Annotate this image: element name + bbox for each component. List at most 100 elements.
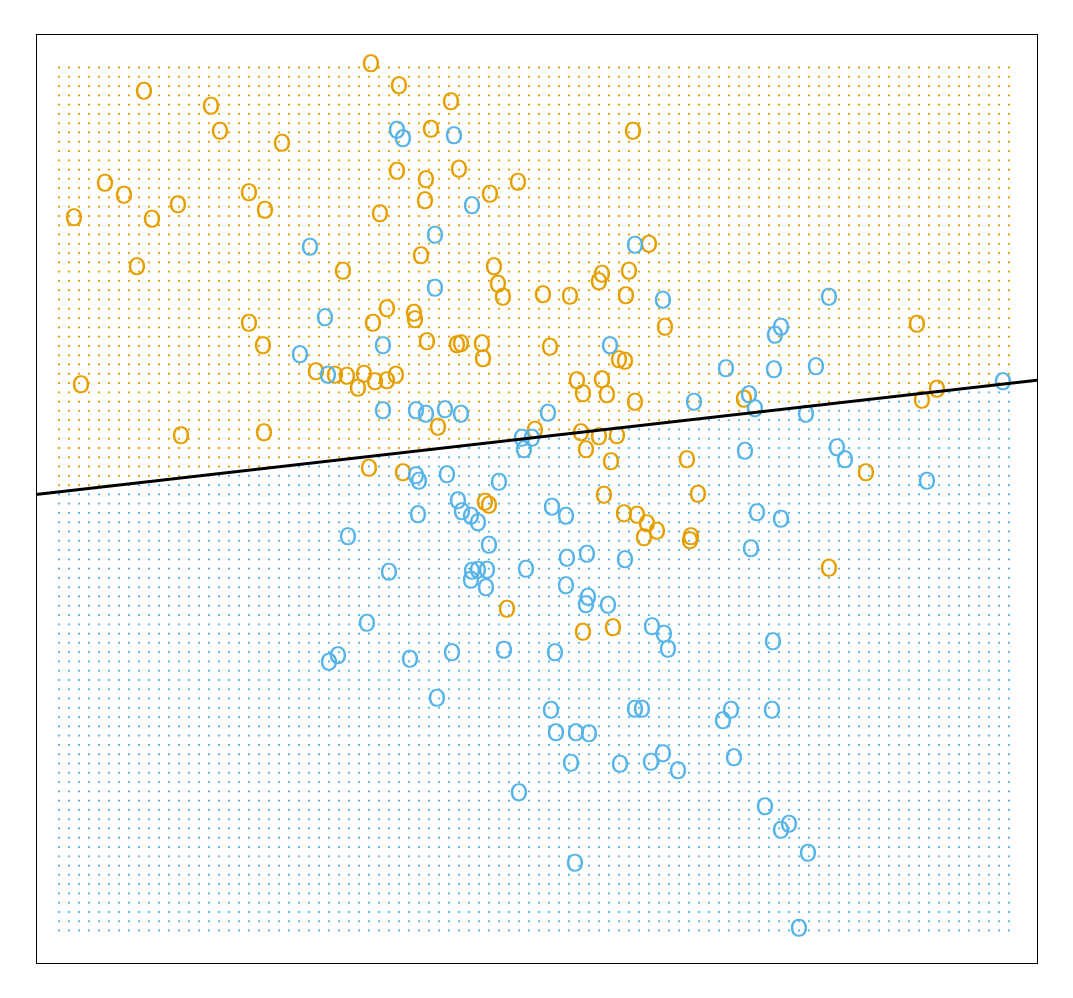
- grid-dot: [477, 159, 481, 162]
- grid-dot: [177, 716, 181, 719]
- grid-dot: [227, 289, 231, 292]
- grid-dot: [167, 437, 171, 440]
- grid-dot: [67, 316, 71, 320]
- grid-dot: [317, 920, 321, 923]
- grid-dot: [387, 688, 391, 691]
- grid-dot: [387, 697, 391, 700]
- grid-dot: [277, 743, 281, 747]
- grid-dot: [117, 196, 121, 199]
- grid-dot: [477, 539, 481, 542]
- grid-dot: [447, 261, 451, 264]
- grid-dot: [377, 409, 381, 412]
- grid-dot: [157, 818, 161, 821]
- grid-dot: [397, 743, 401, 747]
- grid-dot: [267, 400, 271, 403]
- grid-dot: [557, 372, 561, 375]
- grid-dot: [57, 131, 61, 134]
- grid-dot: [57, 855, 61, 858]
- grid-dot: [417, 808, 421, 812]
- grid-dot: [297, 697, 301, 700]
- grid-dot: [147, 548, 151, 552]
- grid-dot: [317, 651, 321, 654]
- grid-dot: [467, 437, 471, 440]
- grid-dot: [537, 539, 541, 542]
- grid-dot: [277, 344, 281, 347]
- grid-dot: [57, 623, 61, 626]
- grid-dot: [537, 84, 541, 88]
- grid-dot: [557, 845, 561, 849]
- grid-dot: [487, 790, 491, 793]
- grid-dot: [127, 140, 131, 143]
- grid-dot: [97, 344, 101, 347]
- grid-dot: [207, 289, 211, 292]
- grid-dot: [477, 567, 481, 570]
- grid-dot: [527, 391, 531, 394]
- grid-dot: [557, 808, 561, 812]
- grid-dot: [517, 539, 521, 542]
- grid-dot: [497, 827, 501, 830]
- grid-dot: [537, 567, 541, 570]
- grid-dot: [417, 595, 421, 598]
- grid-dot: [357, 270, 361, 273]
- grid-dot: [137, 855, 141, 858]
- grid-dot: [177, 604, 181, 607]
- grid-dot: [467, 530, 471, 533]
- grid-dot: [67, 502, 71, 505]
- grid-dot: [417, 734, 421, 737]
- grid-dot: [447, 910, 451, 914]
- grid-dot: [437, 159, 441, 162]
- grid-dot: [67, 372, 71, 375]
- grid-dot: [497, 910, 501, 914]
- grid-dot: [167, 419, 171, 422]
- grid-dot: [567, 94, 571, 97]
- grid-dot: [557, 84, 561, 88]
- grid-dot: [347, 84, 351, 88]
- grid-dot: [477, 688, 481, 691]
- grid-dot: [527, 289, 531, 292]
- grid-dot: [517, 688, 521, 691]
- grid-dot: [507, 316, 511, 320]
- grid-dot: [527, 344, 531, 347]
- grid-dot: [497, 474, 501, 477]
- grid-dot: [407, 474, 411, 477]
- grid-dot: [287, 920, 291, 923]
- grid-dot: [67, 307, 71, 310]
- grid-dot: [67, 446, 71, 450]
- grid-dot: [77, 261, 81, 264]
- grid-dot: [137, 372, 141, 375]
- grid-dot: [427, 790, 431, 793]
- grid-dot: [147, 279, 151, 282]
- grid-dot: [107, 604, 111, 607]
- grid-dot: [407, 511, 411, 514]
- grid-dot: [307, 762, 311, 765]
- grid-dot: [347, 762, 351, 765]
- grid-dot: [237, 270, 241, 273]
- grid-dot: [357, 419, 361, 422]
- grid-dot: [357, 344, 361, 347]
- grid-dot: [207, 66, 211, 69]
- grid-dot: [527, 363, 531, 366]
- grid-dot: [477, 706, 481, 709]
- grid-dot: [457, 437, 461, 440]
- grid-dot: [257, 205, 261, 208]
- grid-dot: [427, 502, 431, 505]
- grid-dot: [357, 474, 361, 477]
- grid-dot: [417, 233, 421, 236]
- grid-dot: [277, 613, 281, 617]
- grid-dot: [187, 196, 191, 199]
- grid-dot: [137, 762, 141, 765]
- grid-dot: [187, 409, 191, 412]
- grid-dot: [487, 641, 491, 644]
- grid-dot: [307, 316, 311, 320]
- grid-dot: [277, 864, 281, 867]
- grid-dot: [367, 743, 371, 747]
- grid-dot: [117, 567, 121, 570]
- grid-dot: [407, 502, 411, 505]
- grid-dot: [277, 688, 281, 691]
- grid-dot: [87, 808, 91, 812]
- grid-dot: [87, 409, 91, 412]
- grid-dot: [337, 716, 341, 719]
- grid-dot: [217, 187, 221, 190]
- grid-dot: [197, 233, 201, 236]
- grid-dot: [267, 901, 271, 904]
